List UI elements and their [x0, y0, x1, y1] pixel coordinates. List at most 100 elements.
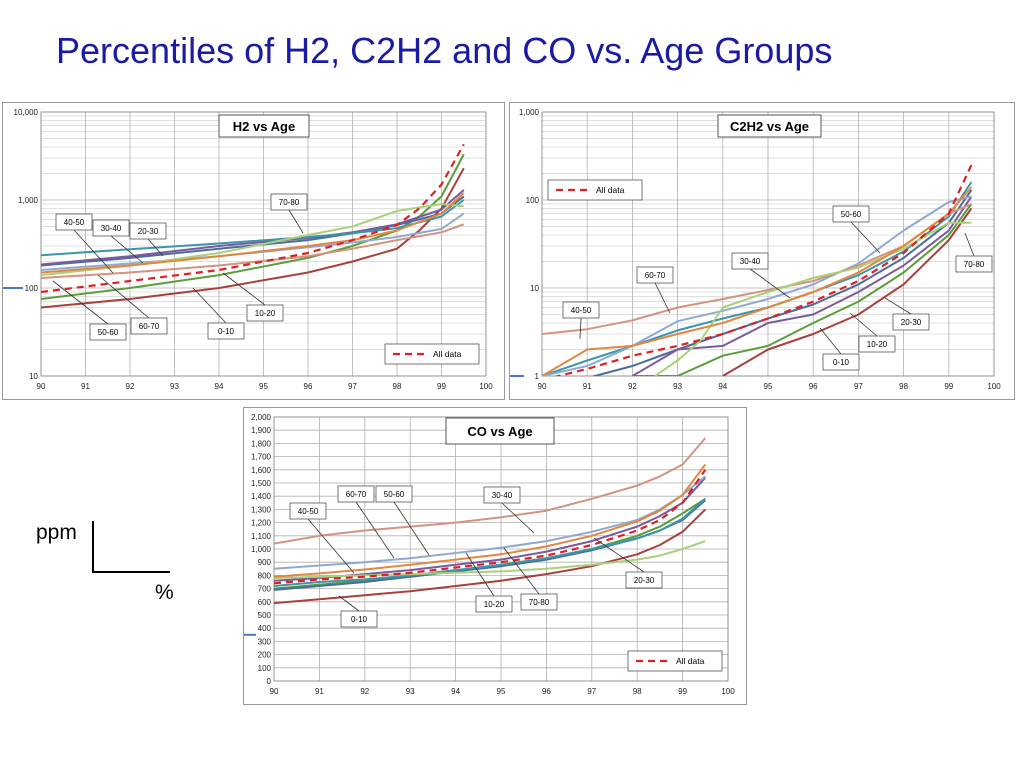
chart-title-box [218, 114, 310, 138]
series-group [542, 164, 973, 376]
callout-box [130, 317, 168, 335]
y-tick-label: 0 [267, 677, 272, 686]
callout-leader [819, 327, 842, 355]
x-tick-label: 93 [170, 382, 179, 391]
h2-chart-panel: 10 100 1,000 10,000 90 91 92 93 94 95 96 97 98 99 100 4… [2, 102, 505, 400]
y-tick-label: 1,000 [18, 196, 39, 205]
chart-title-box [717, 114, 822, 138]
x-tick-label: 96 [304, 382, 313, 391]
callout-label: 10-20 [255, 309, 276, 318]
callout-label: 60-70 [139, 322, 160, 331]
callout-leader [964, 232, 975, 257]
callout-leader [97, 274, 150, 319]
callout-label: 0-10 [351, 615, 368, 624]
series-line-80-90 [274, 463, 707, 578]
y-tick-label: 1,800 [251, 439, 272, 448]
callout-label: 30-40 [740, 257, 761, 266]
callout-leader [73, 229, 114, 274]
x-tick-label: 100 [721, 687, 735, 696]
legend-label: All data [596, 185, 625, 195]
series-line-0-10 [722, 207, 973, 376]
chart-title: CO vs Age [467, 424, 532, 439]
y-tick-label: 100 [526, 196, 540, 205]
callout-box [340, 610, 378, 628]
x-tick-label: 92 [126, 382, 135, 391]
x-tick-label: 99 [437, 382, 446, 391]
x-tick-label: 96 [809, 382, 818, 391]
callout-box [832, 205, 870, 223]
callout-leader [593, 537, 645, 573]
callout-leader [393, 501, 430, 556]
callout-label: 70-80 [964, 260, 985, 269]
callout-box [955, 255, 993, 273]
x-tick-label: 98 [393, 382, 402, 391]
callout-label: 0-10 [833, 358, 850, 367]
chart-title: H2 vs Age [233, 119, 295, 134]
x-tick-label: 99 [944, 382, 953, 391]
x-tick-label: 99 [678, 687, 687, 696]
x-tick-label: 98 [633, 687, 642, 696]
series-line-80-90 [41, 192, 465, 274]
ppm-axis-label: ppm [36, 521, 77, 544]
x-tick-label: 94 [215, 382, 224, 391]
plot-area [40, 111, 487, 377]
callout-leader [850, 221, 881, 254]
y-tick-label: 1,600 [251, 466, 272, 475]
x-tick-label: 90 [538, 382, 547, 391]
y-tick-label: 2,000 [251, 413, 272, 422]
y-tick-label: 1,300 [251, 505, 272, 514]
y-tick-label: 800 [258, 571, 272, 580]
callout-leader [192, 287, 227, 324]
y-tick-label: 1,900 [251, 426, 272, 435]
callout-label: 10-20 [867, 340, 888, 349]
c2h2-chart-panel: 1 10 100 1,000 90 91 92 93 94 95 96 97 98 99 100 50-60 3… [509, 102, 1015, 400]
callout-box [822, 353, 860, 371]
callout-label: 70-80 [529, 598, 550, 607]
y-tick-label: 10,000 [14, 108, 39, 117]
callout-label: 40-50 [571, 306, 592, 315]
callout-label: 60-70 [645, 271, 666, 280]
callout-leader [147, 238, 164, 257]
y-tick-label: 600 [258, 598, 272, 607]
callout-leader [654, 282, 671, 314]
callout-label: 70-80 [279, 198, 300, 207]
series-line-50-60 [41, 212, 465, 271]
series-line-30-40 [631, 195, 973, 376]
callout-label: 10-20 [484, 600, 505, 609]
callout-leader [307, 518, 355, 574]
y-tick-label: 10 [29, 372, 38, 381]
callout-box [289, 502, 327, 520]
callout-label: 0-10 [218, 327, 235, 336]
x-tick-label: 97 [854, 382, 863, 391]
series-line-50-60 [542, 195, 972, 376]
x-tick-label: 91 [583, 382, 592, 391]
callout-box [520, 593, 558, 611]
series-line-All data [553, 164, 973, 376]
x-tick-label: 91 [81, 382, 90, 391]
callout-leader [465, 552, 495, 597]
x-tick-label: 93 [406, 687, 415, 696]
y-tick-label: 200 [258, 651, 272, 660]
series-line-60-70 [41, 223, 465, 279]
legend-label: All data [676, 656, 705, 666]
percent-axis-label: % [155, 581, 174, 604]
callout-label: 30-40 [101, 224, 122, 233]
x-tick-label: 98 [899, 382, 908, 391]
callout-label: 40-50 [64, 218, 85, 227]
x-tick-label: 100 [987, 382, 1001, 391]
series-line-0-10 [274, 508, 707, 605]
callout-leader [884, 297, 912, 315]
x-tick-label: 94 [718, 382, 727, 391]
y-tick-label: 400 [258, 624, 272, 633]
series-line-60-70 [274, 437, 707, 545]
callout-box [625, 571, 663, 589]
series-line-80-90 [542, 186, 973, 376]
callout-leader [355, 501, 395, 559]
series-group [274, 437, 707, 605]
callout-leader [288, 209, 304, 234]
chart-title-box [445, 417, 555, 445]
callout-leader [222, 272, 266, 306]
callout-leader [749, 268, 791, 299]
x-tick-label: 96 [542, 687, 551, 696]
y-tick-label: 1,100 [251, 532, 272, 541]
